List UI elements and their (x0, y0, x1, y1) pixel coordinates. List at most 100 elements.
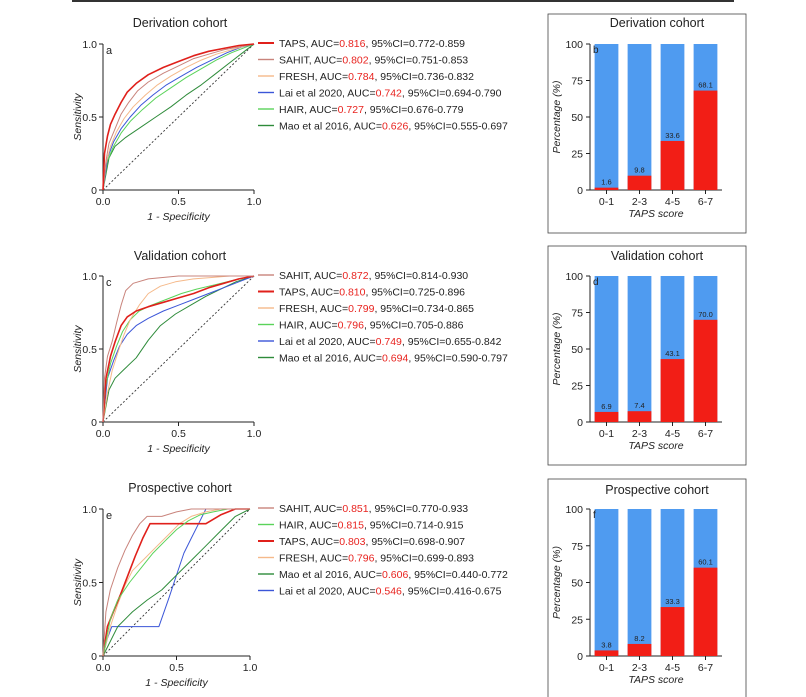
roc-curve (102, 275, 254, 423)
roc-curve (102, 508, 250, 657)
x-tick-label: 1.0 (243, 662, 258, 674)
y-tick-label: 1.0 (82, 504, 97, 516)
x-tick-label: 6-7 (698, 196, 713, 208)
x-tick-label: 4-5 (665, 662, 680, 674)
x-tick-label: 6-7 (698, 428, 713, 440)
panel-frame (547, 13, 747, 234)
bar-value (693, 319, 718, 422)
legend: TAPS, AUC=0.816, 95%CI=0.772-0.859 SAHIT,… (258, 38, 508, 133)
bar-data-label: 33.6 (665, 131, 680, 140)
roc-curve (102, 43, 255, 191)
legend-name: SAHIT, AUC= (279, 55, 342, 67)
legend-ci: , 95%CI=0.555-0.697 (408, 121, 508, 133)
roc-curve (102, 275, 255, 423)
legend-auc: 0.872 (342, 270, 368, 282)
bar-data-label: 9.8 (634, 166, 644, 175)
y-tick-label: 25 (571, 381, 583, 393)
y-tick-label: 0 (577, 651, 583, 663)
legend-entry: SAHIT, AUC=0.872, 95%CI=0.814-0.930 (279, 270, 468, 282)
legend-entry: Mao et al 2016, AUC=0.606, 95%CI=0.440-0… (279, 569, 508, 581)
bar-remainder (594, 44, 619, 190)
y-axis-label: Sensitivity (72, 325, 84, 373)
legend-name: HAIR, AUC= (279, 104, 338, 116)
legend-auc: 0.606 (382, 569, 408, 581)
y-tick-label: 75 (571, 541, 583, 553)
legend-auc: 0.816 (339, 38, 365, 50)
bar-value (594, 187, 619, 190)
legend-auc: 0.803 (339, 536, 365, 548)
roc-panel-c: Validation cohort c 0.00 0.5 0.5 1.0 1.0 1 - Sp… (72, 249, 508, 455)
roc-curve (102, 43, 255, 191)
x-tick-label: 0.0 (96, 428, 111, 440)
roc-curve (102, 43, 255, 191)
legend-ci: , 95%CI=0.714-0.915 (364, 520, 464, 532)
bar-value (693, 90, 718, 190)
bar-value (594, 650, 619, 656)
legend-auc: 0.727 (338, 104, 364, 116)
reference-diagonal (102, 508, 251, 657)
legend-entry: HAIR, AUC=0.796, 95%CI=0.705-0.886 (279, 320, 464, 332)
chart-title: Prospective cohort (128, 481, 232, 495)
y-axis-label: Percentage (%) (551, 81, 563, 154)
y-tick-label: 0 (91, 185, 97, 197)
y-tick-label: 50 (571, 344, 583, 356)
legend-ci: , 95%CI=0.736-0.832 (374, 71, 474, 83)
legend-auc: 0.749 (376, 336, 402, 348)
legend-name: Lai et al 2020, AUC= (279, 88, 376, 100)
panel-letter: a (106, 45, 113, 57)
bar-data-label: 6.9 (601, 402, 611, 411)
legend-ci: , 95%CI=0.440-0.772 (408, 569, 508, 581)
legend-entry: FRESH, AUC=0.784, 95%CI=0.736-0.832 (279, 71, 474, 83)
y-tick-label: 100 (565, 271, 583, 283)
legend-name: FRESH, AUC= (279, 303, 348, 315)
legend-auc: 0.626 (382, 121, 408, 133)
y-tick-label: 0.5 (82, 112, 97, 124)
roc-curve (102, 43, 255, 191)
y-tick-label: 50 (571, 112, 583, 124)
panel-letter: c (106, 277, 112, 289)
bar-value (627, 643, 652, 656)
bar-value (594, 411, 619, 422)
x-tick-label: 0.5 (169, 662, 184, 674)
legend-auc: 0.742 (376, 88, 402, 100)
legend-name: SAHIT, AUC= (279, 503, 342, 515)
y-axis-label: Sensitivity (72, 93, 84, 141)
legend-ci: , 95%CI=0.814-0.930 (369, 270, 469, 282)
legend-ci: , 95%CI=0.694-0.790 (402, 88, 502, 100)
panel-letter: f (593, 510, 596, 521)
bar-data-label: 70.0 (698, 310, 713, 319)
bar-data-label: 33.3 (665, 597, 680, 606)
x-tick-label: 2-3 (632, 196, 647, 208)
roc-curve (102, 508, 250, 657)
panel-frame (547, 478, 747, 697)
legend-ci: , 95%CI=0.772-0.859 (365, 38, 465, 50)
chart-title: Validation cohort (611, 249, 704, 263)
legend-name: Lai et al 2020, AUC= (279, 586, 376, 598)
legend-name: TAPS, AUC= (279, 536, 339, 548)
y-tick-label: 25 (571, 149, 583, 161)
legend-auc: 0.815 (338, 520, 364, 532)
legend-entry: SAHIT, AUC=0.802, 95%CI=0.751-0.853 (279, 55, 468, 67)
bar-value (693, 567, 718, 656)
bar-remainder (594, 509, 619, 656)
panel-frame (547, 245, 747, 466)
legend-ci: , 95%CI=0.416-0.675 (402, 586, 502, 598)
y-tick-label: 100 (565, 504, 583, 516)
bar-data-label: 68.1 (698, 81, 713, 90)
bar-panel-d: Validation cohort 0 25 50 75 100 6.9 0-1 7.4 2-3 4… (547, 245, 747, 466)
legend-entry: Mao et al 2016, AUC=0.694, 95%CI=0.590-0… (279, 353, 508, 365)
bar-panel-b: Derivation cohort 0 25 50 75 100 1.6 0-1 9.8 2-3 3… (547, 13, 747, 234)
bar-remainder (627, 509, 652, 656)
x-tick-label: 0-1 (599, 428, 614, 440)
legend-name: TAPS, AUC= (279, 287, 339, 299)
y-tick-label: 0 (577, 417, 583, 429)
chart-title: Validation cohort (134, 249, 227, 263)
legend-name: Mao et al 2016, AUC= (279, 569, 382, 581)
roc-curve (102, 508, 250, 657)
legend: SAHIT, AUC=0.872, 95%CI=0.814-0.930 TAPS,… (258, 270, 508, 365)
x-tick-label: 0.5 (171, 428, 186, 440)
x-tick-label: 0.5 (171, 196, 186, 208)
bar-data-label: 3.8 (601, 640, 611, 649)
legend-entry: Lai et al 2020, AUC=0.749, 95%CI=0.655-0… (279, 336, 502, 348)
x-tick-label: 0-1 (599, 196, 614, 208)
